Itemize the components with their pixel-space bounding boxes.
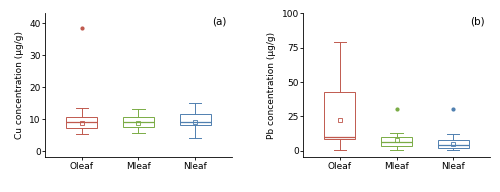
Bar xyxy=(324,92,356,139)
Y-axis label: Pb concentration (μg/g): Pb concentration (μg/g) xyxy=(267,32,276,139)
Bar xyxy=(438,140,469,148)
Text: (a): (a) xyxy=(212,16,226,26)
Bar xyxy=(66,118,98,128)
Text: (b): (b) xyxy=(470,16,484,26)
Bar xyxy=(180,114,210,125)
Bar xyxy=(123,118,154,127)
Bar xyxy=(381,137,412,146)
Y-axis label: Cu concentration (μg/g): Cu concentration (μg/g) xyxy=(15,31,24,139)
